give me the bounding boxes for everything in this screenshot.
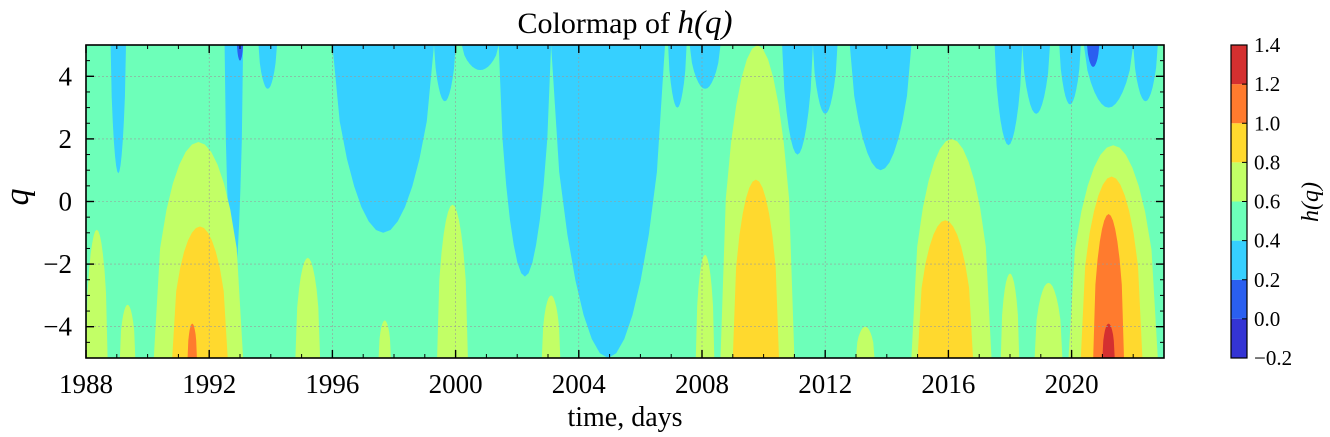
x-tick-label: 2020 xyxy=(1045,369,1099,399)
chart-title-prefix: Colormap of xyxy=(518,7,678,40)
high-region xyxy=(187,323,197,358)
colorbar-tick-label: 0.2 xyxy=(1254,268,1280,292)
low-region xyxy=(782,45,813,155)
colorbar-tick-label: 0.8 xyxy=(1254,150,1280,174)
high-region xyxy=(1093,214,1124,358)
x-tick-label: 2000 xyxy=(429,369,483,399)
high-region xyxy=(437,204,468,358)
high-region xyxy=(856,326,875,358)
high-region xyxy=(378,320,391,358)
low-region xyxy=(1059,45,1081,105)
x-tick-label: 2008 xyxy=(675,369,729,399)
colorbar-segment xyxy=(1231,318,1247,358)
x-tick-label: 1996 xyxy=(305,369,359,399)
colorbar-tick-label: 0.0 xyxy=(1254,307,1280,331)
low-region xyxy=(812,45,838,114)
high-region xyxy=(1102,323,1115,358)
low-region xyxy=(1022,45,1050,114)
low-region xyxy=(236,45,244,61)
y-tick-label: 4 xyxy=(59,61,73,91)
y-axis-ticks: 4 2 0 −2 −4 xyxy=(43,60,1164,343)
x-axis-label: time, days xyxy=(567,402,682,433)
chart-title: Colormap of h(q) xyxy=(518,5,733,41)
low-region xyxy=(258,45,277,89)
high-region xyxy=(295,257,321,358)
colorbar: −0.2 0.0 0.2 0.4 0.6 0.8 1.0 1.2 1.4 xyxy=(1230,33,1292,370)
colorbar-tick-label: 1.4 xyxy=(1254,33,1281,57)
colorbar-segment xyxy=(1231,45,1247,85)
high-region xyxy=(119,304,136,358)
high-region xyxy=(917,220,973,358)
y-tick-label: 2 xyxy=(59,124,73,154)
x-tick-label: 2004 xyxy=(552,369,607,399)
high-region xyxy=(172,226,228,358)
low-region xyxy=(461,45,499,70)
low-region xyxy=(551,45,665,358)
high-region xyxy=(695,254,715,358)
high-region xyxy=(732,179,779,358)
grid-lines xyxy=(86,45,1164,358)
colorbar-segment xyxy=(1231,279,1247,319)
low-region xyxy=(668,45,687,108)
colorbar-tick-label: −0.2 xyxy=(1254,346,1292,370)
low-region xyxy=(1133,45,1158,102)
y-tick-label: −2 xyxy=(43,249,72,279)
y-tick-label: −4 xyxy=(43,312,72,342)
high-region xyxy=(1000,273,1020,358)
low-region xyxy=(110,45,126,174)
high-value-regions xyxy=(86,45,1158,358)
chart-title-math: h(q) xyxy=(678,5,733,41)
low-region xyxy=(434,45,456,102)
low-region xyxy=(498,45,552,277)
x-tick-label: 1988 xyxy=(59,369,113,399)
colorbar-tick-label: 1.0 xyxy=(1254,111,1280,135)
colorbar-tick-label: 1.2 xyxy=(1254,72,1280,96)
colorbar-label: h(q) xyxy=(1298,182,1324,222)
colorbar-tick-label: 0.4 xyxy=(1254,229,1281,253)
colorbar-segment xyxy=(1231,240,1247,280)
low-region xyxy=(1087,45,1100,67)
low-region xyxy=(689,45,721,89)
x-tick-label: 2012 xyxy=(798,369,852,399)
colorbar-segment xyxy=(1231,84,1247,124)
high-region xyxy=(1034,282,1063,358)
x-tick-label: 1992 xyxy=(182,369,236,399)
colorbar-segment xyxy=(1231,201,1247,241)
x-tick-label: 2016 xyxy=(921,369,975,399)
high-region xyxy=(86,229,108,358)
x-axis-ticks: 1988 1992 1996 2000 2004 2008 2012 2016 2020 xyxy=(59,45,1134,399)
colorbar-segment xyxy=(1231,162,1247,202)
y-tick-label: 0 xyxy=(59,187,73,217)
colorbar-segment xyxy=(1231,123,1247,163)
heatmap-field xyxy=(86,45,1164,358)
colorbar-tick-label: 0.6 xyxy=(1254,190,1280,214)
y-axis-label: q xyxy=(0,189,36,206)
low-region xyxy=(994,45,1023,146)
